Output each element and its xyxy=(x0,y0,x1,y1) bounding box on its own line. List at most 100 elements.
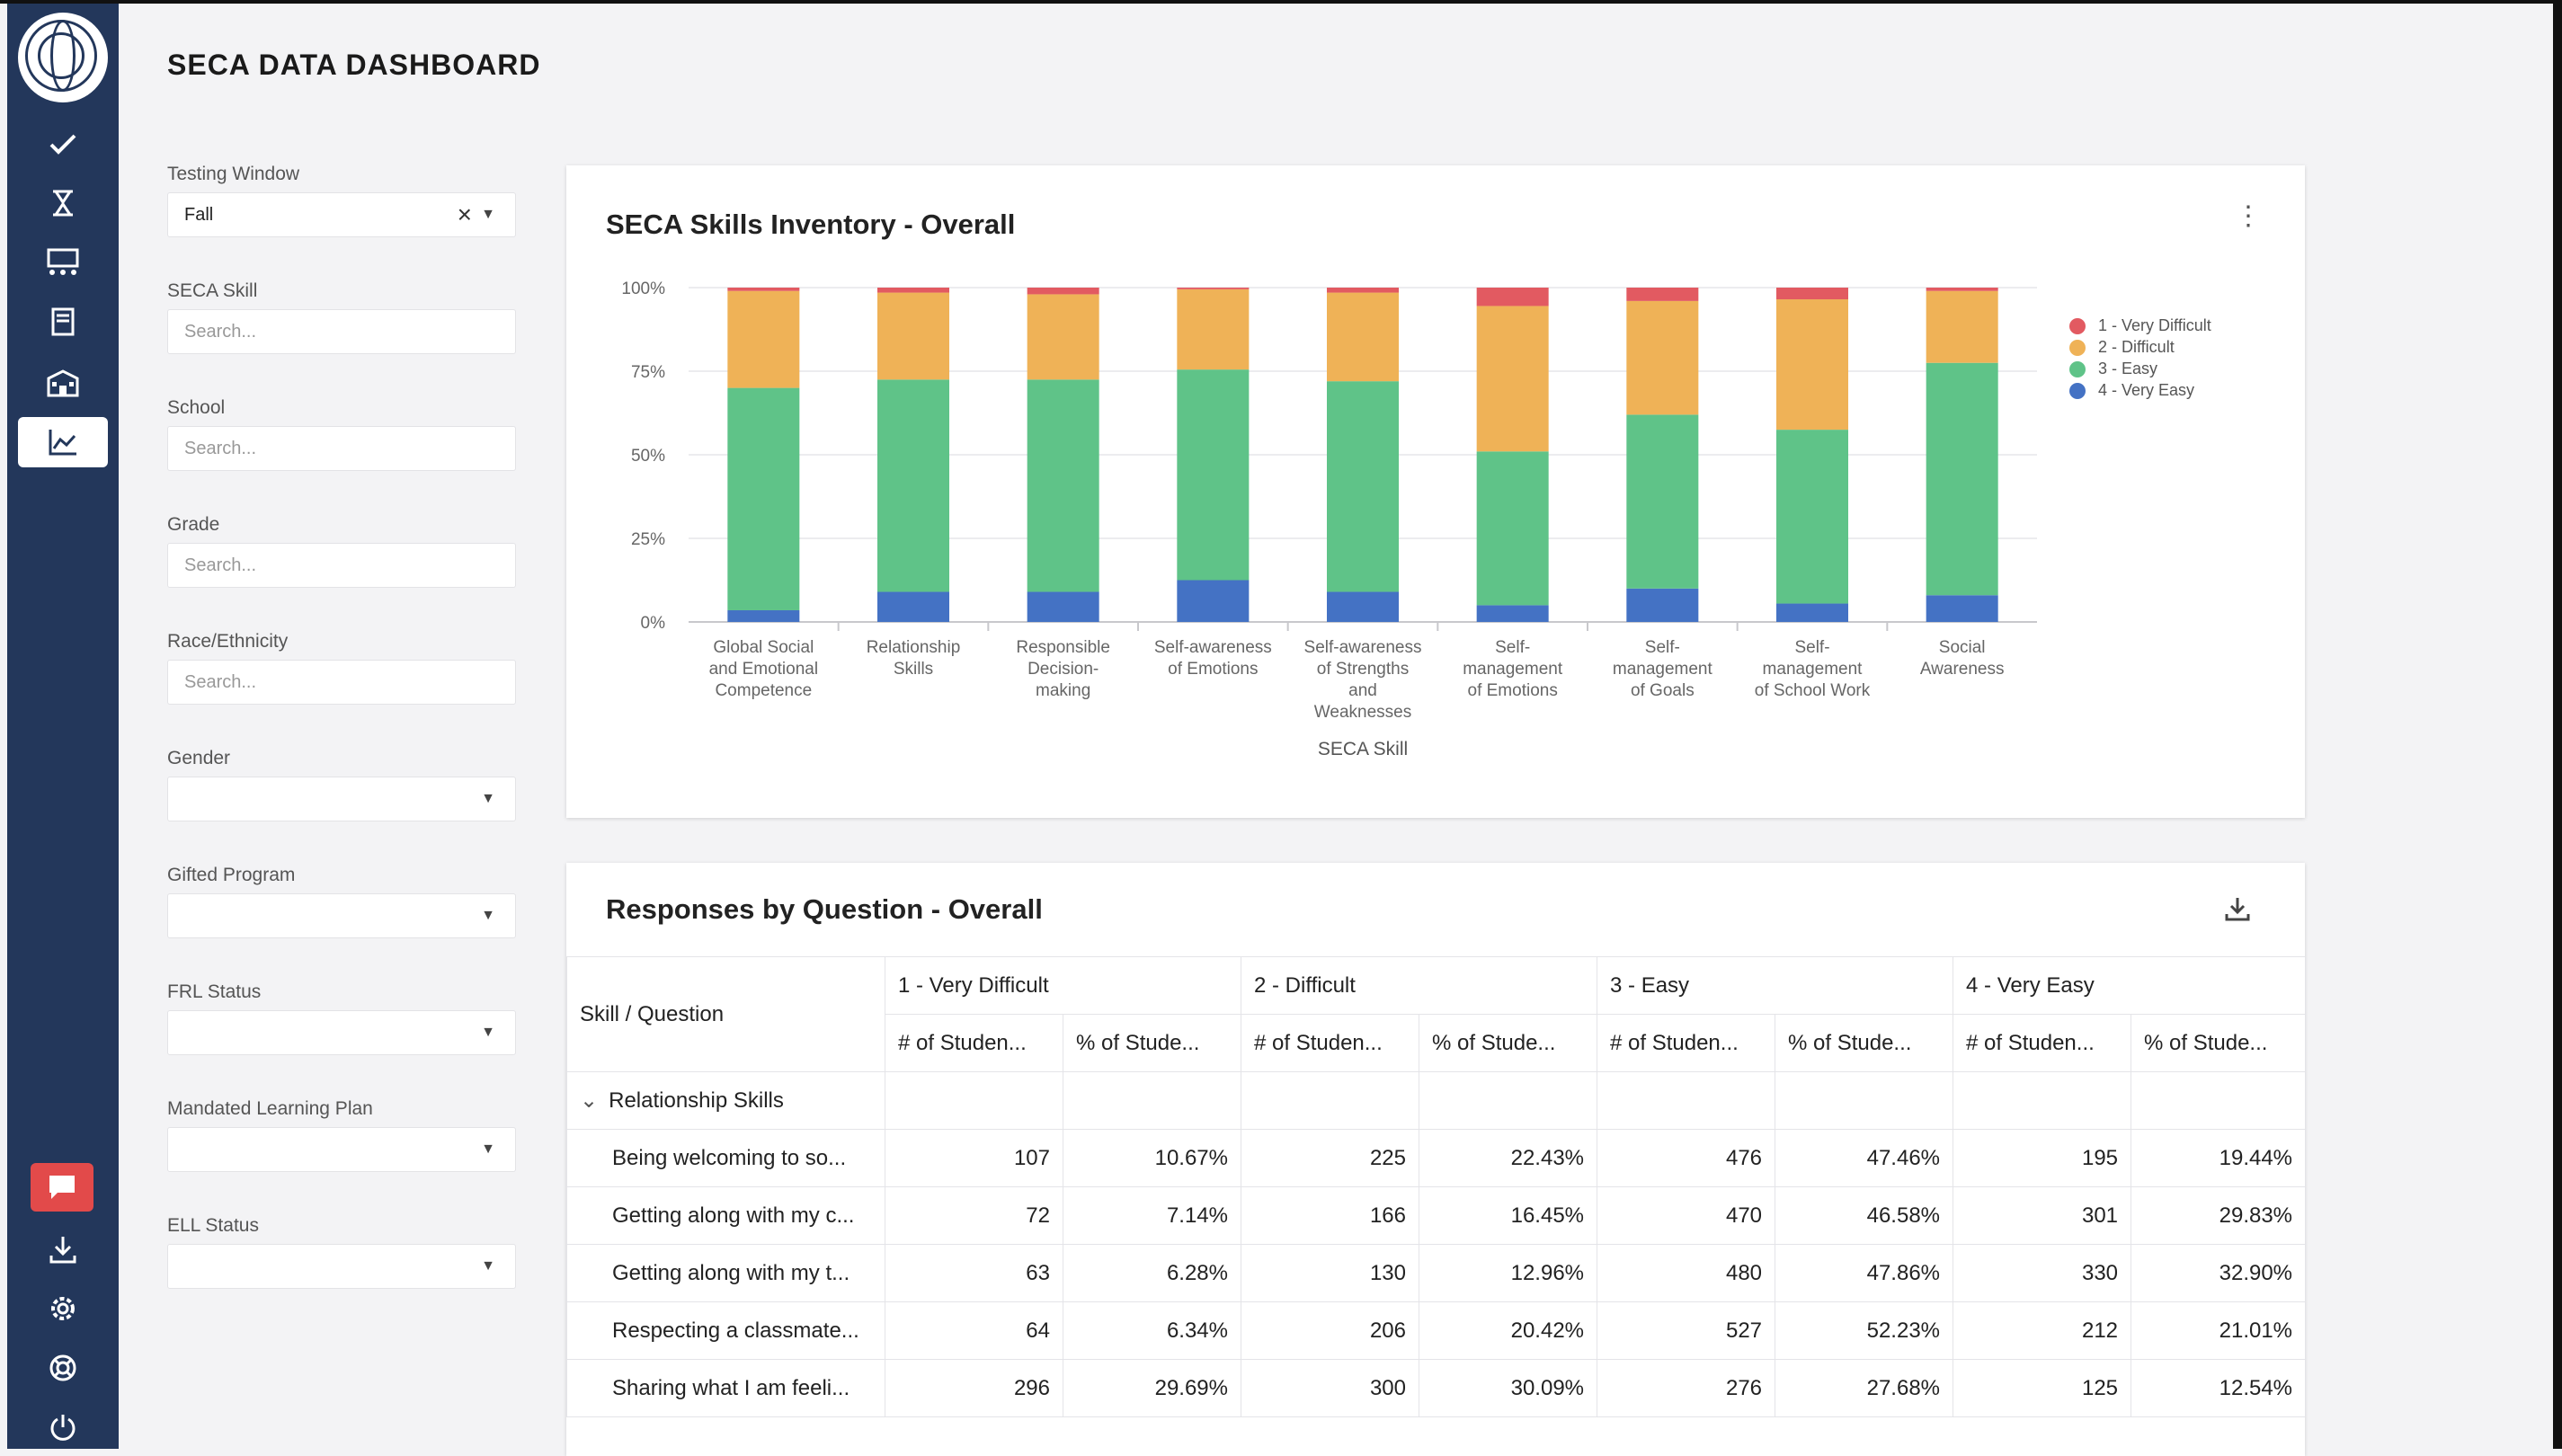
col-count[interactable]: # of Studen... xyxy=(1241,1014,1419,1072)
bar-segment xyxy=(1776,299,1848,431)
col-pct[interactable]: % of Stude... xyxy=(1063,1014,1241,1072)
download-icon[interactable] xyxy=(18,1224,108,1274)
percent-cell: 21.01% xyxy=(2131,1301,2307,1360)
y-tick-label: 75% xyxy=(631,363,665,382)
y-tick-label: 100% xyxy=(621,280,665,298)
count-cell: 301 xyxy=(1953,1186,2132,1245)
count-cell: 276 xyxy=(1597,1359,1776,1417)
col-group-difficult[interactable]: 2 - Difficult xyxy=(1240,956,1598,1015)
col-pct[interactable]: % of Stude... xyxy=(1775,1014,1954,1072)
chart-title: SECA Skills Inventory - Overall xyxy=(606,209,1016,240)
legend-item[interactable]: 1 - Very Difficult xyxy=(2069,316,2211,335)
x-tick-label: making xyxy=(1036,681,1090,700)
stacked-bar-chart: 0% 25% 50% 75% 100% Global Social and Emotiona… xyxy=(621,280,2037,759)
percent-cell: 30.09% xyxy=(1418,1359,1598,1417)
percent-cell: 6.34% xyxy=(1063,1301,1241,1360)
legend-item[interactable]: 4 - Very Easy xyxy=(2069,381,2194,400)
table-row[interactable]: Getting along with my t... 63 6.28% 130 12.9… xyxy=(566,1244,2307,1302)
col-group-easy[interactable]: 3 - Easy xyxy=(1597,956,1954,1015)
book-icon[interactable] xyxy=(18,297,108,347)
grade-input[interactable]: Search... xyxy=(167,543,516,588)
download-icon[interactable] xyxy=(2224,895,2251,922)
table-row[interactable]: Being welcoming to so... 107 10.67% 225 22.4… xyxy=(566,1129,2307,1187)
x-tick-label: Skills xyxy=(894,660,933,679)
percent-cell: 29.69% xyxy=(1063,1359,1241,1417)
ell-select[interactable]: ▼ xyxy=(167,1244,516,1289)
col-count[interactable]: # of Studen... xyxy=(885,1014,1063,1072)
seca-skill-placeholder: Search... xyxy=(184,322,257,342)
count-cell: 63 xyxy=(885,1244,1063,1302)
group-row[interactable]: ⌄ Relationship Skills xyxy=(566,1071,2307,1130)
count-cell: 476 xyxy=(1597,1129,1776,1187)
bar-segment xyxy=(1327,591,1399,622)
x-tick-label: of School Work xyxy=(1755,681,1871,700)
gender-select[interactable]: ▼ xyxy=(167,777,516,821)
logo-icon[interactable] xyxy=(18,13,108,102)
count-cell: 296 xyxy=(885,1359,1063,1417)
frl-label: FRL Status xyxy=(167,981,262,1002)
testing-window-select[interactable]: Fall × ▼ xyxy=(167,192,516,237)
percent-cell: 27.68% xyxy=(1775,1359,1954,1417)
percent-cell: 20.42% xyxy=(1418,1301,1598,1360)
x-tick-label: Social xyxy=(1939,638,1986,657)
count-cell: 125 xyxy=(1953,1359,2132,1417)
chevron-down-icon[interactable]: ▼ xyxy=(481,1141,495,1157)
col-pct[interactable]: % of Stude... xyxy=(2131,1014,2307,1072)
legend-item[interactable]: 2 - Difficult xyxy=(2069,338,2175,357)
col-group-very-difficult[interactable]: 1 - Very Difficult xyxy=(885,956,1241,1015)
col-count[interactable]: # of Studen... xyxy=(1597,1014,1776,1072)
hourglass-icon[interactable] xyxy=(18,178,108,228)
table-row[interactable]: Getting along with my c... 72 7.14% 166 16.4… xyxy=(566,1186,2307,1245)
race-input[interactable]: Search... xyxy=(167,660,516,705)
x-tick-label: Awareness xyxy=(1920,660,2005,679)
mlp-select[interactable]: ▼ xyxy=(167,1127,516,1172)
x-tick-label: Responsible xyxy=(1016,638,1110,657)
lifebuoy-icon[interactable] xyxy=(18,1343,108,1393)
chevron-down-icon[interactable]: ⌄ xyxy=(580,1088,599,1113)
check-icon[interactable] xyxy=(18,119,108,169)
table-row[interactable]: Respecting a classmate... 64 6.34% 206 20.42… xyxy=(566,1301,2307,1360)
bar-segment xyxy=(1327,381,1399,592)
x-tick-label: of Emotions xyxy=(1168,660,1258,679)
col-pct[interactable]: % of Stude... xyxy=(1418,1014,1598,1072)
percent-cell: 12.54% xyxy=(2131,1359,2307,1417)
group-label: Relationship Skills xyxy=(609,1088,784,1113)
chevron-down-icon[interactable]: ▼ xyxy=(481,207,495,222)
count-cell: 166 xyxy=(1241,1186,1419,1245)
bar-segment xyxy=(727,609,800,622)
bar-segment xyxy=(1476,288,1549,306)
chevron-down-icon[interactable]: ▼ xyxy=(481,1258,495,1274)
bar-segment xyxy=(1776,288,1848,300)
chevron-down-icon[interactable]: ▼ xyxy=(481,1025,495,1040)
school-input[interactable]: Search... xyxy=(167,426,516,471)
percent-cell: 46.58% xyxy=(1775,1186,1954,1245)
sidebar xyxy=(7,4,119,1449)
x-tick-label: Self-awareness xyxy=(1154,638,1272,657)
power-icon[interactable] xyxy=(18,1402,108,1452)
gear-icon[interactable] xyxy=(18,1283,108,1334)
chevron-down-icon[interactable]: ▼ xyxy=(481,908,495,923)
x-tick-label: and Emotional xyxy=(709,660,818,679)
bar-segment xyxy=(1626,588,1699,622)
more-options-icon[interactable]: ⋮ xyxy=(2235,201,2262,231)
gifted-select[interactable]: ▼ xyxy=(167,893,516,938)
table-row[interactable]: Sharing what I am feeli... 296 29.69% 300 30… xyxy=(566,1359,2307,1417)
clear-icon[interactable]: × xyxy=(457,200,472,228)
chat-icon[interactable] xyxy=(31,1163,93,1212)
frl-select[interactable]: ▼ xyxy=(167,1010,516,1055)
x-tick-label: Self- xyxy=(1495,638,1530,657)
school-icon[interactable] xyxy=(18,358,108,408)
bar-segment xyxy=(727,387,800,610)
legend-swatch xyxy=(2069,382,2086,399)
classroom-icon[interactable] xyxy=(18,237,108,288)
seca-skill-label: SECA Skill xyxy=(167,280,258,301)
chart-icon[interactable] xyxy=(18,417,108,467)
legend-item[interactable]: 3 - Easy xyxy=(2069,360,2157,378)
col-group-very-easy[interactable]: 4 - Very Easy xyxy=(1953,956,2307,1015)
count-cell: 130 xyxy=(1241,1244,1419,1302)
bar-segment xyxy=(877,288,949,293)
chevron-down-icon[interactable]: ▼ xyxy=(481,791,495,806)
col-count[interactable]: # of Studen... xyxy=(1953,1014,2132,1072)
col-skill-question[interactable]: Skill / Question xyxy=(566,956,885,1072)
seca-skill-input[interactable]: Search... xyxy=(167,309,516,354)
